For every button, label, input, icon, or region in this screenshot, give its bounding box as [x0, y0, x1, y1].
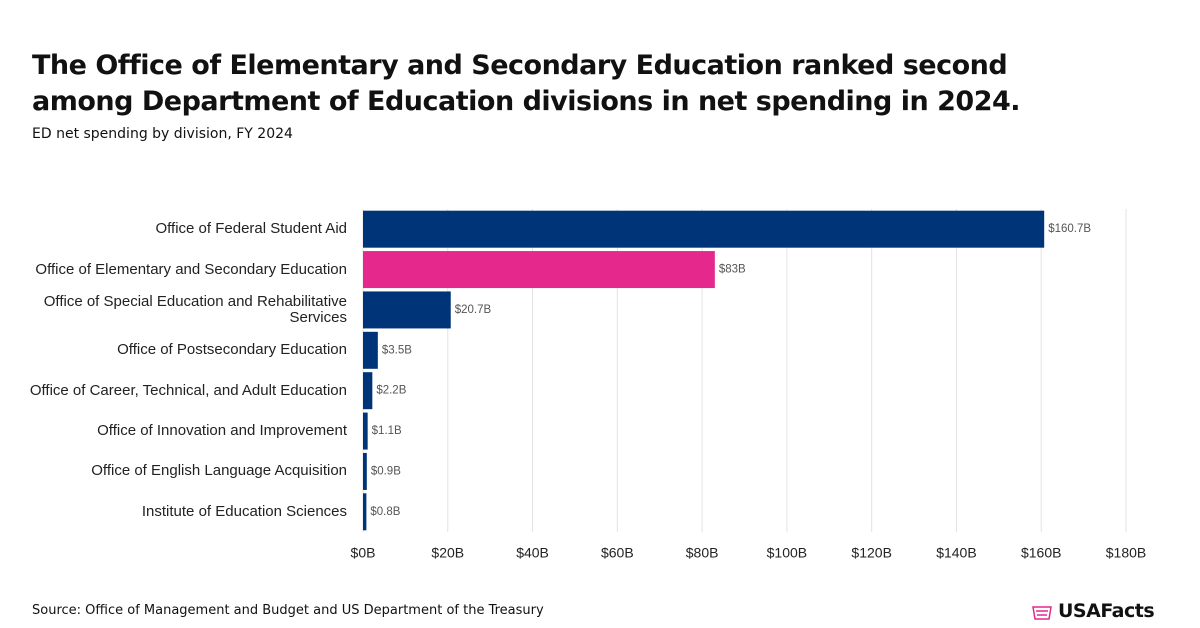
chart-title: The Office of Elementary and Secondary E… — [32, 50, 1021, 117]
logo-icon — [1032, 606, 1052, 620]
y-tick-label: Office of English Language Acquisition — [91, 462, 347, 480]
bar — [363, 331, 378, 369]
y-tick-label: Office of Postsecondary Education — [117, 341, 347, 359]
x-tick-label: $100B — [767, 545, 807, 561]
bar — [363, 291, 451, 329]
brand-logo: USAFacts — [1058, 600, 1155, 622]
y-tick-label: Office of Career, Technical, and Adult E… — [29, 381, 347, 399]
value-label: $3.5B — [382, 344, 412, 356]
value-label: $160.7B — [1048, 223, 1091, 235]
chart-subtitle: ED net spending by division, FY 2024 — [32, 126, 293, 142]
y-tick-label: Office of Federal Student Aid — [155, 220, 347, 238]
bar — [363, 372, 373, 410]
value-label: $2.2B — [376, 385, 406, 397]
x-tick-label: $80B — [686, 545, 719, 561]
value-label: $0.9B — [371, 465, 401, 477]
value-label: $1.1B — [372, 425, 402, 437]
x-tick-label: $140B — [936, 545, 976, 561]
y-tick-label: Office of Elementary and Secondary Educa… — [35, 260, 347, 278]
bar — [363, 251, 715, 289]
y-tick-label: Institute of Education Sciences — [141, 502, 347, 520]
value-label: $0.8B — [370, 506, 400, 518]
x-tick-label: $40B — [516, 545, 549, 561]
value-label: $83B — [719, 264, 746, 276]
source-note: Source: Office of Management and Budget … — [32, 603, 544, 618]
y-tick-label: Office of Innovation and Improvement — [97, 422, 347, 440]
bar — [363, 452, 367, 490]
x-tick-label: $0B — [351, 545, 376, 561]
bar — [363, 412, 368, 450]
x-tick-label: $160B — [1021, 545, 1061, 561]
bar — [363, 210, 1045, 248]
x-tick-label: $20B — [431, 545, 464, 561]
bar — [363, 493, 367, 531]
x-tick-label: $60B — [601, 545, 634, 561]
value-label: $20.7B — [455, 304, 492, 316]
x-tick-label: $180B — [1106, 545, 1146, 561]
y-tick-label: Office of Special Education and Rehabili… — [43, 292, 347, 326]
x-tick-label: $120B — [851, 545, 891, 561]
